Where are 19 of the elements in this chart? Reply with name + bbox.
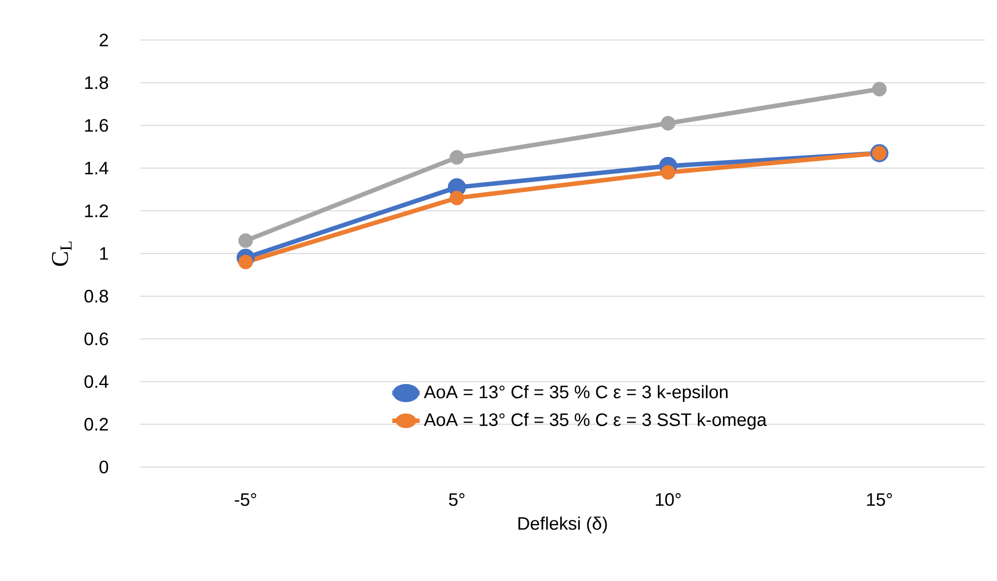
x-tick-label: 10°	[656, 493, 681, 506]
y-tick-label: 1	[100, 247, 108, 260]
y-tick-label: 1.2	[85, 204, 108, 218]
x-tick-label: 15°	[867, 493, 892, 506]
y-tick-label: 0.2	[84, 418, 108, 431]
x-tick-label: 5°	[448, 493, 464, 506]
y-tick-label: 0	[100, 460, 108, 474]
x-axis-title: Defleksi (δ)	[518, 516, 607, 534]
y-tick-label: 0.8	[84, 290, 108, 303]
y-tick-label: 2	[100, 34, 108, 46]
x-tick-label: -5°	[234, 493, 256, 506]
legend-label: AoA = 13° Cf = 35 % C ε = 3 SST k-omega	[424, 412, 767, 430]
legend-label: AoA = 13° Cf = 35 % C ε = 3 k-epsilon	[424, 385, 728, 402]
y-tick-label: 0.4	[84, 375, 108, 388]
y-tick-label: 0.6	[84, 332, 108, 346]
y-tick-label: 1.6	[85, 119, 108, 132]
y-tick-label: 1.8	[85, 76, 108, 90]
y-tick-label: 1.4	[85, 162, 108, 174]
y-axis-title: C$_{L}$	[52, 242, 72, 266]
